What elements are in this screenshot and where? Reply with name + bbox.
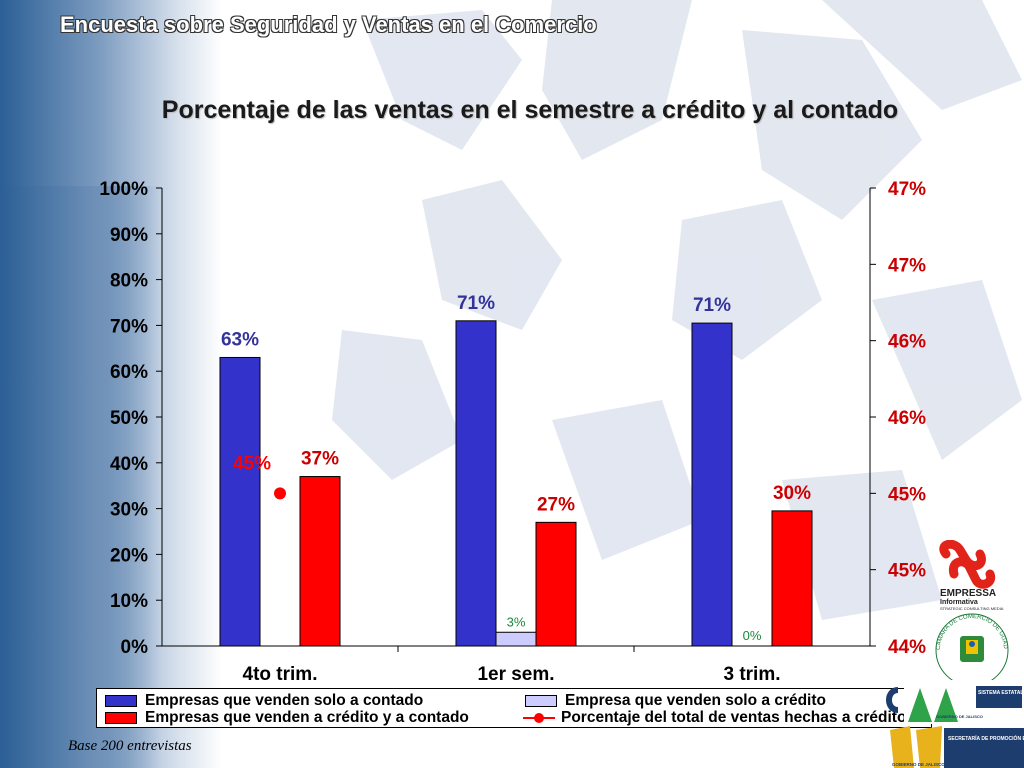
legend-swatch-contado [105, 695, 137, 707]
legend-swatch-porcentaje [523, 712, 555, 724]
bar [495, 631, 537, 647]
bar [219, 356, 261, 647]
y2-tick-label: 47% [888, 179, 926, 200]
y2-tick-label: 46% [888, 408, 926, 429]
y-tick-label: 100% [99, 179, 148, 200]
bar-data-label: 63% [221, 329, 259, 350]
slide-header: Encuesta sobre Seguridad y Ventas en el … [60, 12, 597, 37]
legend-swatch-mixto [105, 712, 137, 724]
chart-legend: Empresas que venden solo a contado Empre… [96, 688, 932, 728]
empressa-logo: EMPRESSA Informativa STRATEGIC CONSULTIN… [939, 540, 1004, 611]
left-gradient-fade [0, 186, 160, 768]
bar [299, 476, 341, 647]
bar-data-label: 71% [457, 293, 495, 314]
bar [535, 521, 577, 647]
gobierno-text-2: GOBIERNO DE JALISCO [892, 762, 945, 767]
secretaria-text: SECRETARÍA DE PROMOCIÓN ECONÓMICA [948, 734, 1024, 742]
bar [455, 320, 497, 647]
legend-label-credito: Empresa que venden solo a crédito [565, 692, 826, 709]
y-tick-label: 60% [110, 362, 148, 383]
y2-tick-label: 47% [888, 255, 926, 276]
x-category-label: 3 trim. [723, 664, 780, 685]
bar-data-label: 27% [537, 494, 575, 515]
line-data-label: 45% [233, 453, 271, 474]
footnote: Base 200 entrevistas [68, 738, 192, 754]
chart-data-labels: 63% 37% 71% 3% 27% 71% 0% 30% 45% [221, 293, 811, 643]
bar [771, 510, 813, 647]
y2-tick-label: 46% [888, 332, 926, 353]
y-tick-label: 10% [110, 591, 148, 612]
y2-tick-label: 45% [888, 484, 926, 505]
legend-item-mixto: Empresas que venden a crédito y a contad… [105, 709, 469, 727]
empressa-name: EMPRESSA [940, 588, 996, 599]
bar-data-label: 30% [773, 483, 811, 504]
chart-bars [219, 320, 813, 647]
y-tick-label: 70% [110, 316, 148, 337]
y-tick-label: 0% [121, 637, 149, 658]
x-category-label: 1er sem. [477, 664, 554, 685]
x-category-label: 4to trim. [243, 664, 318, 685]
bar-data-label: 3% [507, 614, 526, 629]
y-tick-label: 40% [110, 454, 148, 475]
y-tick-label: 80% [110, 271, 148, 292]
y2-tick-label: 44% [888, 637, 926, 658]
chart-title: Porcentaje de las ventas en el semestre … [161, 96, 899, 124]
empressa-tag: STRATEGIC CONSULTING MEDIA [940, 606, 1004, 611]
y-tick-label: 30% [110, 500, 148, 521]
bar-data-label: 37% [301, 449, 339, 470]
line-point [274, 487, 286, 500]
jalisco-info-text: SISTEMA ESTATAL DE INFORMACIÓN [978, 688, 1024, 696]
bar-data-label: 0% [743, 628, 762, 643]
empressa-sub: Informativa [940, 599, 978, 606]
legend-label-mixto: Empresas que venden a crédito y a contad… [145, 709, 469, 726]
y-tick-label: 50% [110, 408, 148, 429]
legend-swatch-credito [525, 695, 557, 707]
sponsor-logos: EMPRESSA Informativa STRATEGIC CONSULTIN… [880, 540, 1024, 768]
bar [691, 322, 733, 647]
legend-label-porcentaje: Porcentaje del total de ventas hechas a … [561, 709, 907, 726]
camara-comercio-logo: CAMARA DE COMERCIO DE GUADALAJARA [880, 540, 1009, 687]
bar-data-label: 71% [693, 295, 731, 316]
legend-item-contado: Empresas que venden solo a contado [105, 692, 423, 710]
gobierno-text-1: GOBIERNO DE JALISCO [936, 714, 983, 719]
y2-tick-label: 45% [888, 561, 926, 582]
jalisco-logos: SISTEMA ESTATAL DE INFORMACIÓN GOBIERNO … [886, 680, 1024, 768]
watermark-figure [332, 0, 1022, 620]
legend-item-porcentaje: Porcentaje del total de ventas hechas a … [523, 709, 906, 727]
legend-item-credito: Empresa que venden solo a crédito [525, 692, 826, 710]
legend-label-contado: Empresas que venden solo a contado [145, 692, 424, 709]
y-tick-label: 90% [110, 225, 148, 246]
y-tick-label: 20% [110, 545, 148, 566]
